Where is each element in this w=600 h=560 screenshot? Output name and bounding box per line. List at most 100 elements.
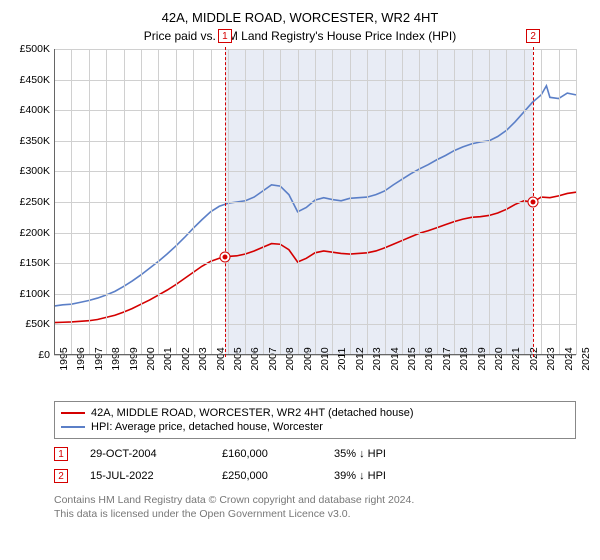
gridline-v — [280, 49, 281, 355]
legend-row: HPI: Average price, detached house, Worc… — [61, 420, 569, 434]
x-axis-label: 2016 — [419, 347, 435, 370]
y-axis-label: £450K — [20, 74, 54, 86]
x-axis-label: 2000 — [141, 347, 157, 370]
event-delta: 39% ↓ HPI — [334, 470, 386, 482]
gridline-v — [193, 49, 194, 355]
gridline-v — [524, 49, 525, 355]
x-axis-label: 2003 — [193, 347, 209, 370]
y-axis-label: £400K — [20, 104, 54, 116]
x-axis-label: 1999 — [124, 347, 140, 370]
x-axis-label: 2011 — [332, 348, 348, 371]
legend-swatch — [61, 412, 85, 414]
gridline-v — [489, 49, 490, 355]
gridline-v — [211, 49, 212, 355]
x-axis-label: 2013 — [367, 347, 383, 370]
gridline-v — [437, 49, 438, 355]
event-date: 29-OCT-2004 — [90, 448, 200, 460]
x-axis-label: 2025 — [576, 347, 592, 370]
x-axis-label: 2020 — [489, 347, 505, 370]
gridline-v — [141, 49, 142, 355]
gridline-v — [228, 49, 229, 355]
gridline-v — [298, 49, 299, 355]
gridline-v — [576, 49, 577, 355]
y-axis-label: £250K — [20, 196, 54, 208]
gridline-v — [124, 49, 125, 355]
gridline-v — [89, 49, 90, 355]
y-axis-label: £300K — [20, 165, 54, 177]
events: 129-OCT-2004£160,00035% ↓ HPI215-JUL-202… — [16, 447, 584, 483]
x-axis-label: 2009 — [298, 347, 314, 370]
gridline-v — [176, 49, 177, 355]
x-axis-label: 2017 — [437, 347, 453, 370]
gridline-v — [419, 49, 420, 355]
marker-dot — [220, 253, 229, 262]
marker-dot — [529, 198, 538, 207]
gridline-v — [263, 49, 264, 355]
x-axis-label: 2014 — [385, 347, 401, 370]
gridline-v — [315, 49, 316, 355]
gridline-v — [71, 49, 72, 355]
legend-label: 42A, MIDDLE ROAD, WORCESTER, WR2 4HT (de… — [91, 407, 414, 419]
gridline-v — [385, 49, 386, 355]
x-axis-label: 2019 — [472, 347, 488, 370]
x-axis-label: 1995 — [54, 347, 70, 370]
legend-label: HPI: Average price, detached house, Worc… — [91, 421, 323, 433]
footnote-line: Contains HM Land Registry data © Crown c… — [54, 493, 584, 507]
y-axis — [54, 49, 55, 355]
gridline-v — [367, 49, 368, 355]
x-axis-label: 2002 — [176, 347, 192, 370]
x-axis-label: 2024 — [559, 347, 575, 370]
y-axis-label: £0 — [38, 349, 54, 361]
x-axis-label: 2005 — [228, 347, 244, 370]
gridline-v — [454, 49, 455, 355]
x-axis-label: 2001 — [158, 347, 174, 370]
marker-badge: 1 — [218, 29, 232, 43]
gridline-v — [541, 49, 542, 355]
footnote-line: This data is licensed under the Open Gov… — [54, 507, 584, 521]
event-price: £160,000 — [222, 448, 312, 460]
chart: £0£50K£100K£150K£200K£250K£300K£350K£400… — [54, 49, 576, 397]
gridline-v — [158, 49, 159, 355]
x-axis-label: 1996 — [71, 347, 87, 370]
gridline-v — [245, 49, 246, 355]
y-axis-label: £350K — [20, 135, 54, 147]
x-axis-label: 2010 — [315, 347, 331, 370]
y-axis-label: £200K — [20, 227, 54, 239]
y-axis-label: £150K — [20, 257, 54, 269]
y-axis-label: £100K — [20, 288, 54, 300]
gridline-v — [402, 49, 403, 355]
x-axis-label: 2023 — [541, 347, 557, 370]
event-price: £250,000 — [222, 470, 312, 482]
event-delta: 35% ↓ HPI — [334, 448, 386, 460]
gridline-v — [506, 49, 507, 355]
gridline-v — [350, 49, 351, 355]
x-axis-label: 2022 — [524, 347, 540, 370]
x-axis-label: 2006 — [245, 347, 261, 370]
gridline-v — [559, 49, 560, 355]
y-axis-label: £500K — [20, 43, 54, 55]
x-axis-label: 2015 — [402, 347, 418, 370]
gridline-v — [106, 49, 107, 355]
legend: 42A, MIDDLE ROAD, WORCESTER, WR2 4HT (de… — [54, 401, 576, 439]
page-title: 42A, MIDDLE ROAD, WORCESTER, WR2 4HT — [16, 10, 584, 25]
x-axis — [54, 354, 576, 355]
x-axis-label: 2008 — [280, 347, 296, 370]
x-axis-label: 2012 — [350, 347, 366, 370]
event-row: 1 29-OCT-2004 £160,000 35% ↓ HPI — [54, 447, 584, 461]
x-axis-label: 2018 — [454, 347, 470, 370]
event-date: 15-JUL-2022 — [90, 470, 200, 482]
gridline-v — [472, 49, 473, 355]
gridline-v — [332, 49, 333, 355]
x-axis-label: 1998 — [106, 347, 122, 370]
y-axis-label: £50K — [25, 318, 54, 330]
x-axis-label: 1997 — [89, 347, 105, 370]
legend-row: 42A, MIDDLE ROAD, WORCESTER, WR2 4HT (de… — [61, 406, 569, 420]
footnote: Contains HM Land Registry data © Crown c… — [54, 493, 584, 521]
event-row: 215-JUL-2022£250,00039% ↓ HPI — [54, 469, 584, 483]
event-badge: 1 — [54, 447, 68, 461]
plot-area: £0£50K£100K£150K£200K£250K£300K£350K£400… — [54, 49, 576, 355]
page-subtitle: Price paid vs. HM Land Registry's House … — [16, 29, 584, 43]
legend-swatch — [61, 426, 85, 428]
marker-dash — [225, 47, 226, 357]
x-axis-label: 2007 — [263, 347, 279, 370]
